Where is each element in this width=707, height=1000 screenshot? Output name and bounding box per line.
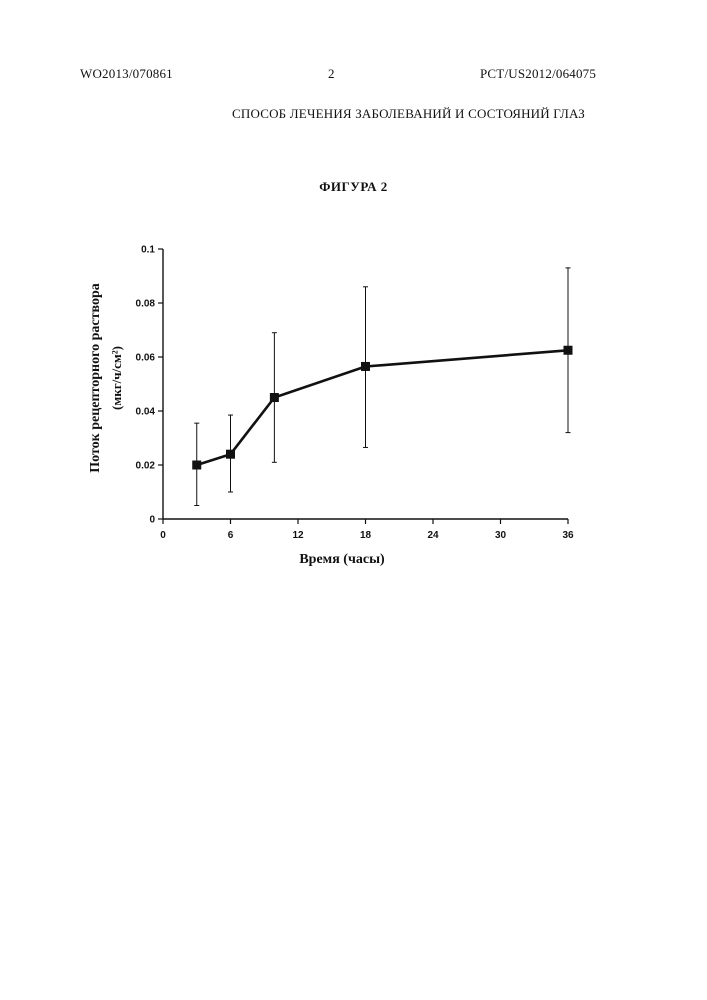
y-tick-label: 0.02 bbox=[136, 461, 156, 472]
y-axis-units: (мкг/ч/см²) bbox=[109, 346, 124, 410]
chart-plot-area: 0 0.02 0.04 0.06 0.08 0.1 0 6 12 18 24 30 36 bbox=[136, 245, 574, 542]
x-tick-label: 12 bbox=[292, 530, 304, 541]
x-tick-label: 36 bbox=[562, 530, 574, 541]
data-point-marker bbox=[564, 346, 573, 355]
x-tick-label: 30 bbox=[495, 530, 507, 541]
x-tick-label: 0 bbox=[160, 530, 166, 541]
y-tick-label: 0.04 bbox=[136, 407, 156, 418]
y-tick-label: 0.08 bbox=[136, 299, 156, 310]
x-tick-label: 18 bbox=[360, 530, 372, 541]
data-point-marker bbox=[361, 362, 370, 371]
x-tick-label: 24 bbox=[427, 530, 439, 541]
x-tick-label: 6 bbox=[228, 530, 234, 541]
data-point-marker bbox=[192, 461, 201, 470]
series-line bbox=[197, 350, 568, 465]
y-tick-label: 0 bbox=[149, 515, 155, 526]
y-tick-label: 0.06 bbox=[136, 353, 156, 364]
y-tick-label: 0.1 bbox=[141, 245, 155, 256]
x-axis-title: Время (часы) bbox=[299, 552, 385, 567]
data-point-marker bbox=[270, 393, 279, 402]
y-axis-title: Поток рецепторного раствора bbox=[88, 283, 103, 473]
data-point-marker bbox=[226, 450, 235, 459]
